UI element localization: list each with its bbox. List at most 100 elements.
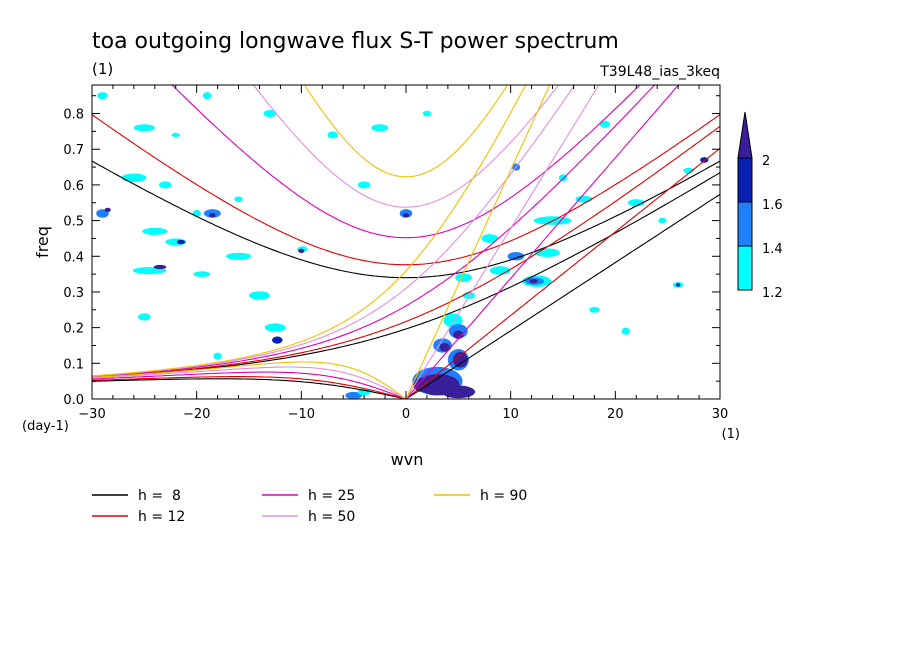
dispersion-curve-ig-h25 (171, 85, 641, 239)
colorbar-label: 1.6 (762, 198, 783, 213)
contour-blob (272, 336, 283, 344)
contour-blob (402, 213, 410, 218)
dispersion-curve-er-h8 (92, 378, 407, 399)
contour-blob (327, 131, 338, 139)
chart-subtitle-right: T39L48_ias_3keq (599, 64, 720, 80)
contour-blob (443, 313, 463, 328)
dispersion-curve-kelvin-h25 (405, 85, 680, 399)
contour-blob (209, 213, 216, 218)
x-tick-label: −30 (78, 407, 105, 422)
dispersion-curve-kelvin-h8 (405, 193, 720, 399)
contour-blob (264, 323, 286, 332)
y-tick-label: 0.4 (63, 250, 84, 265)
contour-blob (202, 92, 212, 100)
dispersion-curve-er-h12 (92, 376, 407, 399)
contour-blob (158, 181, 172, 189)
y-axis-unit: (day-1) (22, 419, 69, 434)
colorbar-segment (737, 201, 753, 247)
dispersion-curve-ig-h50 (252, 85, 560, 208)
contour-blob (234, 196, 243, 203)
contour-blob (589, 306, 600, 313)
contour-blob (453, 351, 468, 368)
x-axis-unit: (1) (722, 427, 740, 442)
dispersion-curve-kelvin-h12 (405, 147, 720, 399)
contour-blob (176, 239, 186, 245)
dispersion-curve-er-h25 (92, 371, 407, 399)
contour-blob (441, 385, 476, 399)
dispersion-curve-mrg-h8 (92, 172, 720, 378)
dispersion-curve-kelvin-h50 (405, 85, 600, 399)
y-tick-label: 0.1 (63, 357, 84, 372)
legend-label: h = 50 (308, 509, 355, 525)
legend-label: h = 12 (138, 509, 185, 525)
x-tick-label: −20 (183, 407, 210, 422)
dispersion-curves (92, 85, 720, 399)
y-tick-label: 0.2 (63, 322, 84, 337)
contour-blob (104, 207, 111, 213)
y-tick-label: 0.8 (63, 108, 84, 123)
contour-blob (97, 92, 108, 100)
legend-label: h = 25 (308, 488, 355, 504)
y-tick-label: 0.7 (63, 143, 84, 158)
contour-blob (357, 181, 371, 189)
dispersion-curve-er-h50 (92, 366, 407, 399)
colorbar: 1.2 1.4 1.6 2 (737, 111, 783, 301)
dispersion-curve-kelvin-h90 (405, 85, 551, 399)
x-tick-label: 30 (712, 407, 729, 422)
contour-blob (676, 283, 681, 287)
colorbar-segment (737, 157, 753, 203)
contour-blob (121, 173, 147, 183)
contour-blob (439, 342, 450, 352)
contour-blob (658, 217, 667, 224)
spectrum-contours (96, 92, 709, 399)
contour-blob (529, 279, 538, 284)
contour-blob (422, 110, 432, 117)
y-tick-label: 0.6 (63, 179, 84, 194)
x-tick-label: 20 (607, 407, 624, 422)
chart-subtitle-left: (1) (92, 60, 113, 78)
contour-blob (455, 273, 472, 282)
contour-blob (213, 352, 222, 360)
dispersion-curve-ig-h8 (92, 160, 720, 279)
dispersion-curve-mrg-h90 (92, 85, 527, 377)
y-axis-label: freq (33, 226, 52, 258)
x-tick-label: −10 (288, 407, 315, 422)
dispersion-curve-ig-h12 (92, 114, 720, 266)
x-axis-label: wvn (391, 450, 424, 469)
contour-blob (298, 248, 305, 254)
contour-blob (249, 291, 270, 300)
contour-blob (138, 313, 151, 321)
contour-blob (171, 132, 180, 138)
contour-blob (153, 264, 167, 270)
contour-blob (599, 120, 611, 128)
legend-label: h = 90 (480, 488, 527, 504)
y-tick-label: 0.3 (63, 286, 84, 301)
contour-blob (345, 391, 363, 399)
contour-blob (575, 195, 593, 203)
contour-blob (193, 271, 211, 277)
chart-title: toa outgoing longwave flux S-T power spe… (92, 29, 619, 54)
dispersion-curve-ig-h90 (303, 85, 509, 178)
x-tick-label: 0 (402, 407, 410, 422)
contour-blob (627, 199, 645, 207)
contour-blob (225, 252, 252, 260)
contour-blob (371, 124, 389, 132)
contour-blob (133, 124, 155, 132)
dispersion-curve-mrg-h25 (92, 85, 656, 377)
dispersion-curve-mrg-h50 (92, 85, 576, 377)
y-tick-label: 0.0 (63, 393, 84, 408)
contour-blob (621, 327, 630, 335)
dispersion-curve-er-h90 (92, 361, 407, 399)
contour-blob (142, 227, 168, 235)
contour-blob (507, 251, 525, 261)
y-tick-label: 0.5 (63, 215, 84, 230)
legend-label: h = 8 (138, 488, 181, 504)
axis-ticks: −30 −20 −10 0 10 20 30 0.0 0.1 0.2 0.3 0.4 0.5 0.6 0.7… (63, 85, 728, 422)
contour-blob (683, 167, 694, 174)
contour-blob (263, 109, 277, 118)
colorbar-label: 2 (762, 154, 770, 169)
contour-blob (453, 330, 464, 340)
legend: h = 8 h = 12 h = 25 h = 50 h = 90 (92, 488, 527, 525)
x-tick-label: 10 (502, 407, 519, 422)
